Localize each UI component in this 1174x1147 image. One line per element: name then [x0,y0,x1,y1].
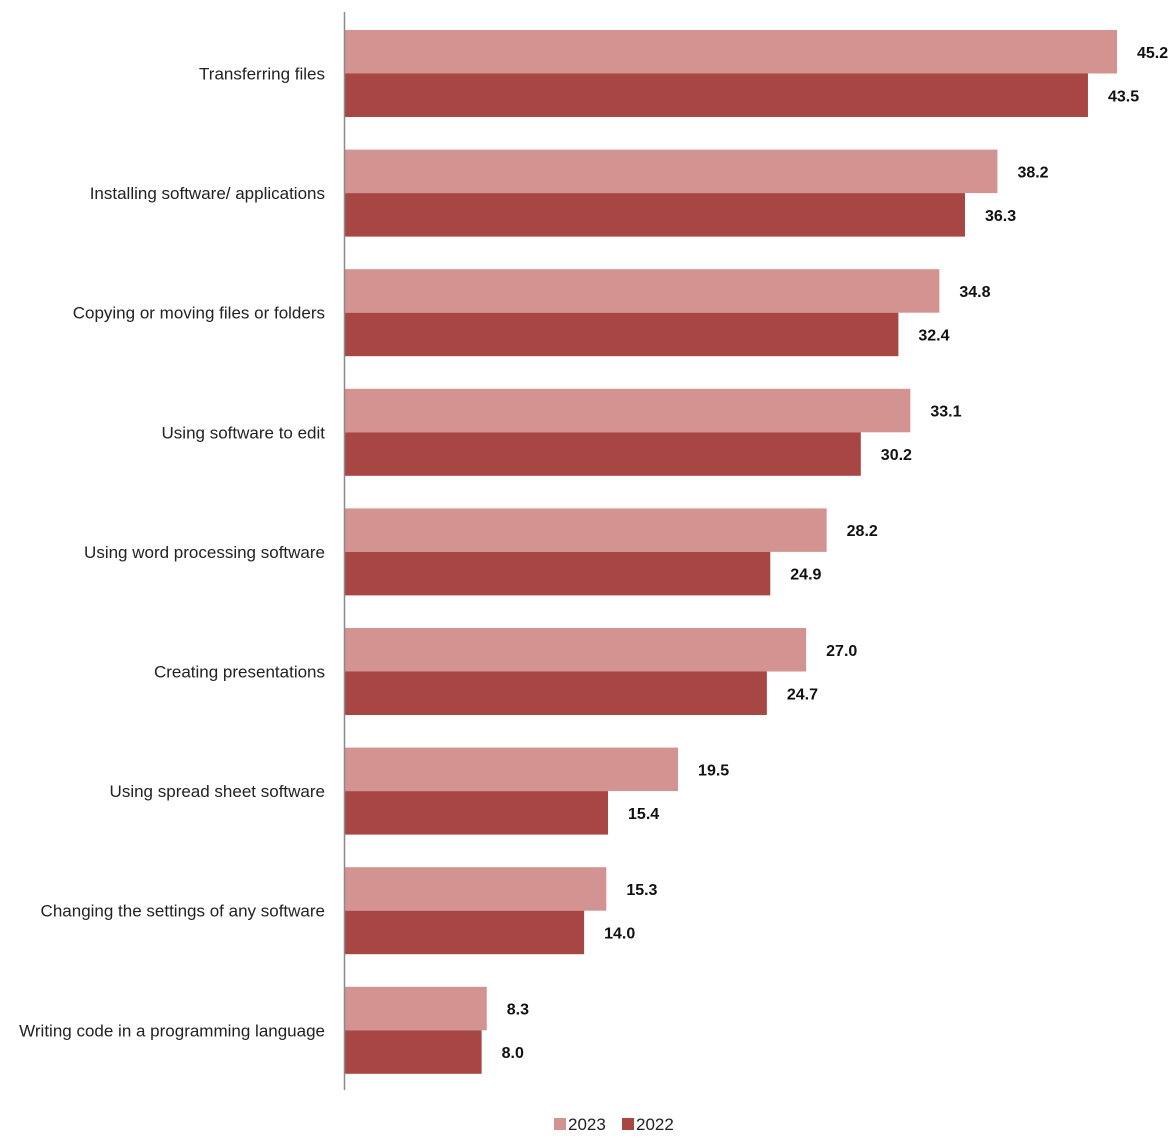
category-label: Transferring files [199,65,325,84]
data-label-2023: 19.5 [698,762,729,779]
bar-2023 [345,628,807,672]
category-label: Writing code in a programming language [19,1021,325,1040]
bar-2023 [345,149,998,194]
legend-label-2023: 2023 [568,1115,606,1134]
category-label: Using software to edit [162,423,326,442]
data-label-2022: 43.5 [1108,88,1139,105]
bar-2023 [345,986,487,1031]
bar-2022 [345,432,861,476]
data-label-2022: 36.3 [985,208,1016,225]
category-label: Changing the settings of any software [41,902,325,921]
legend-swatch-2023 [554,1118,566,1130]
data-label-2023: 28.2 [847,523,878,540]
bar-2022 [345,312,899,357]
legend-label-2022: 2022 [636,1115,674,1134]
category-label: Installing software/ applications [90,184,325,203]
data-label-2022: 14.0 [604,925,635,942]
bar-2022 [345,193,965,237]
data-label-2022: 24.7 [787,686,818,703]
bar-2023 [345,269,940,313]
data-label-2022: 24.9 [790,567,821,584]
bars-layer [345,30,1117,1074]
bar-2022 [345,791,609,835]
data-label-2023: 8.3 [507,1002,529,1019]
data-label-2022: 15.4 [628,806,659,823]
data-label-2022: 32.4 [918,327,949,344]
data-label-2023: 34.8 [959,284,990,301]
data-label-2023: 33.1 [930,404,961,421]
bar-2022 [345,73,1088,117]
category-label: Using spread sheet software [110,782,325,801]
bar-2023 [345,388,911,433]
labels-layer: Transferring files 45.2 43.5 Installing sof… [19,45,1168,1062]
data-label-2023: 38.2 [1017,164,1048,181]
bar-2023 [345,30,1117,74]
bar-2022 [345,551,771,596]
category-label: Using word processing software [84,543,325,562]
data-label-2022: 8.0 [502,1045,524,1062]
bar-2022 [345,910,585,955]
category-label: Creating presentations [154,663,325,682]
bar-2023 [345,508,827,552]
bar-2022 [345,671,767,715]
category-label: Copying or moving files or folders [73,304,325,323]
bar-2023 [345,867,607,911]
legend-swatch-2022 [622,1118,634,1130]
data-label-2022: 30.2 [881,447,912,464]
data-label-2023: 45.2 [1137,45,1168,62]
data-label-2023: 27.0 [826,643,857,660]
bar-2023 [345,747,679,792]
legend: 2023 2022 [554,1115,674,1134]
bar-2022 [345,1030,482,1074]
data-label-2023: 15.3 [626,882,657,899]
